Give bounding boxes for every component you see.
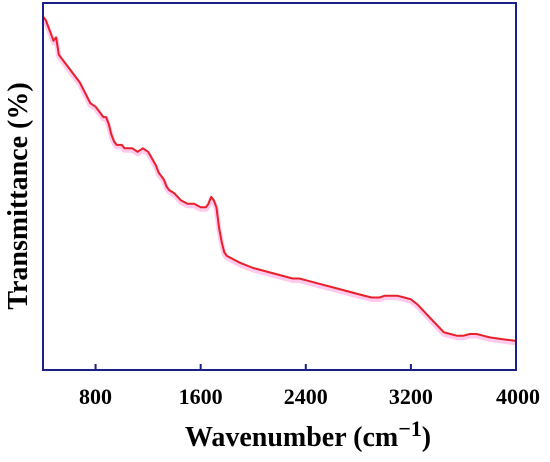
plot-area <box>41 15 517 346</box>
x-tick-label: 1600 <box>179 384 223 409</box>
x-tick-label: 2400 <box>284 384 328 409</box>
x-tick-label: 800 <box>79 384 112 409</box>
series-line <box>42 15 517 342</box>
series-line-shadow <box>41 16 517 346</box>
x-tick-label: 3200 <box>389 384 433 409</box>
x-axis-title: Wavenumber (cm−1) <box>185 416 431 453</box>
y-axis-title: Transmittance (%) <box>3 82 34 309</box>
x-axis-ticks: 800 1600 2400 3200 4000 <box>79 364 540 409</box>
plot-frame <box>42 2 517 371</box>
x-tick-label: 4000 <box>496 384 540 409</box>
